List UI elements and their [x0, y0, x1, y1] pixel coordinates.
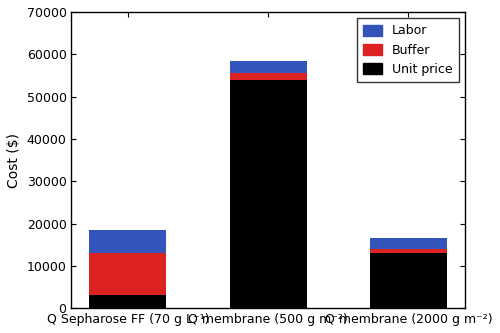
Bar [230, 80, 306, 308]
Bar [230, 73, 306, 80]
Bar [370, 238, 447, 249]
Bar [89, 230, 166, 253]
Bar [230, 61, 306, 73]
Bar [370, 253, 447, 308]
Legend: Labor, Buffer, Unit price: Labor, Buffer, Unit price [356, 18, 458, 82]
Y-axis label: Cost ($): Cost ($) [7, 133, 21, 187]
Bar [89, 253, 166, 295]
Bar [89, 295, 166, 308]
Bar [370, 249, 447, 253]
